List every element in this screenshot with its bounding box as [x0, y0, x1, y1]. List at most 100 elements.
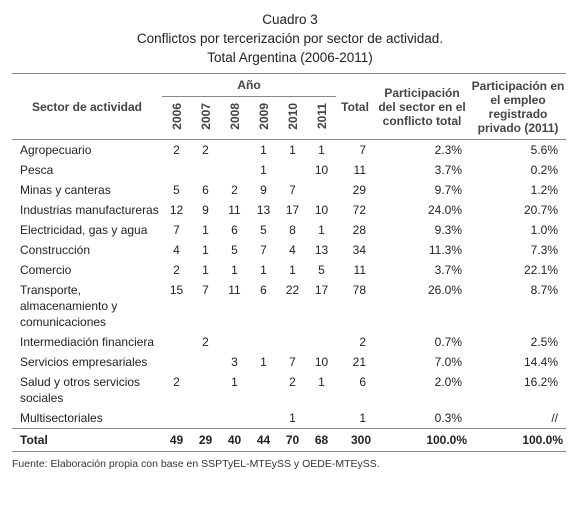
value-cell — [220, 332, 249, 352]
year-label: 2011 — [314, 103, 329, 130]
value-cell — [220, 160, 249, 180]
year-header: 2011 — [307, 96, 337, 140]
header-cell: Participación en el empleo registrado pr… — [470, 73, 567, 140]
header-cell: Año — [162, 73, 337, 97]
value-cell: 2.5% — [530, 335, 559, 349]
value-cell: 5 — [173, 183, 180, 197]
value-cell: 1 — [318, 223, 325, 237]
sector-cell: Pesca — [20, 163, 54, 177]
value-cell: 9 — [202, 203, 209, 217]
value-cell: 1 — [289, 411, 296, 425]
sector-cell: Servicios empresariales — [20, 355, 148, 369]
value-cell: 70 — [278, 428, 307, 452]
sector-cell: Total — [12, 428, 162, 452]
value-cell: 16.2% — [523, 375, 559, 389]
header-cell: Total — [336, 73, 375, 140]
value-cell: 26.0% — [427, 283, 463, 297]
value-cell: 2 — [202, 143, 209, 157]
value-cell: 0.7% — [434, 335, 463, 349]
value-cell: 1 — [231, 263, 238, 277]
sector-cell: Construcción — [20, 243, 91, 257]
value-cell: 34 — [352, 243, 367, 257]
value-cell: 78 — [352, 283, 367, 297]
sector-cell: Minas y canteras — [20, 183, 111, 197]
value-cell: // — [551, 411, 559, 425]
table-body: Agropecuario 2 2 1 1 1 7 2.3% 5.6% Pesca 1 10 11 3.7%… — [12, 140, 567, 452]
value-cell: 2 — [173, 375, 180, 389]
value-cell: 29 — [352, 183, 367, 197]
value-cell: 2 — [202, 335, 209, 349]
header-row: Sector de actividad Año Total Participac… — [12, 73, 567, 140]
sector-cell: Multisectoriales — [20, 411, 103, 425]
value-cell: 4 — [289, 243, 296, 257]
value-cell: 10 — [314, 163, 329, 177]
table-row: Industrias manufactureras 12 9 11 13 17 10 72 24… — [12, 200, 566, 220]
value-cell — [307, 180, 336, 200]
value-cell: 7 — [289, 183, 296, 197]
source-note: Fuente: Elaboración propia con base en S… — [12, 458, 380, 470]
value-cell: 5 — [231, 243, 238, 257]
table-row: Minas y canteras 5 6 2 9 7 29 9.7% 1.2% — [12, 180, 566, 200]
caption: Cuadro 3 Conflictos por tercerización po… — [0, 0, 580, 67]
year-label: 2006 — [169, 103, 184, 130]
value-cell: 300 — [336, 428, 375, 452]
value-cell: 10 — [314, 203, 329, 217]
value-cell: 24.0% — [427, 203, 463, 217]
value-cell: 2 — [231, 183, 238, 197]
value-cell: 100.0% — [374, 428, 471, 452]
header-cell: Sector de actividad — [12, 73, 162, 140]
value-cell — [307, 408, 336, 429]
header-cell: Participación del sector en el conflicto… — [374, 73, 471, 140]
value-cell: 1 — [289, 263, 296, 277]
value-cell: 17 — [314, 283, 329, 297]
value-cell: 13 — [256, 203, 271, 217]
caption-subtitle: Total Argentina (2006-2011) — [207, 50, 373, 65]
year-header: 2007 — [191, 96, 220, 140]
value-cell: 7 — [289, 355, 296, 369]
value-cell: 13 — [314, 243, 329, 257]
value-cell — [249, 332, 278, 352]
value-cell: 1 — [318, 143, 325, 157]
caption-title: Conflictos por tercerización por sector … — [136, 31, 444, 46]
table-row: Servicios empresariales 3 1 7 10 21 7.0% 14.4% — [12, 352, 566, 372]
value-cell: 11 — [353, 163, 367, 177]
value-cell: 6 — [359, 375, 367, 389]
value-cell: 10 — [314, 355, 329, 369]
year-label: 2009 — [256, 103, 271, 130]
value-cell: 40 — [220, 428, 249, 452]
value-cell: 14.4% — [523, 355, 559, 369]
value-cell: 2 — [173, 143, 180, 157]
value-cell: 3.7% — [434, 263, 463, 277]
value-cell: 9 — [260, 183, 267, 197]
year-label: 2008 — [227, 103, 242, 130]
value-cell: 29 — [191, 428, 220, 452]
value-cell: 1 — [359, 411, 367, 425]
value-cell — [278, 332, 307, 352]
value-cell: 7.3% — [530, 243, 559, 257]
sector-cell: Agropecuario — [20, 143, 92, 157]
value-cell: 8.7% — [530, 283, 559, 297]
value-cell: 1.0% — [530, 223, 559, 237]
header-row: 2006 2007 2008 2009 2010 2011 — [12, 96, 566, 140]
value-cell — [249, 408, 278, 429]
value-cell: 15 — [169, 283, 184, 297]
value-cell: 2 — [173, 263, 180, 277]
sector-cell: Transporte, almacenamiento y comunicacio… — [20, 283, 118, 329]
value-cell: 4 — [173, 243, 180, 257]
value-cell — [191, 352, 220, 372]
value-cell: 11 — [228, 283, 241, 297]
value-cell: 7 — [173, 223, 180, 237]
value-cell: 49 — [162, 428, 191, 452]
value-cell — [162, 352, 191, 372]
value-cell: 11 — [353, 263, 367, 277]
value-cell: 5.6% — [530, 143, 559, 157]
data-table: Sector de actividad Año Total Participac… — [12, 73, 567, 452]
sector-cell: Electricidad, gas y agua — [20, 223, 148, 237]
value-cell — [278, 160, 307, 180]
value-cell: 1 — [260, 163, 267, 177]
value-cell: 1.2% — [530, 183, 559, 197]
value-cell: 8 — [289, 223, 296, 237]
table-row: Pesca 1 10 11 3.7% 0.2% — [12, 160, 566, 180]
value-cell: 11 — [228, 203, 241, 217]
value-cell: 9.7% — [434, 183, 463, 197]
